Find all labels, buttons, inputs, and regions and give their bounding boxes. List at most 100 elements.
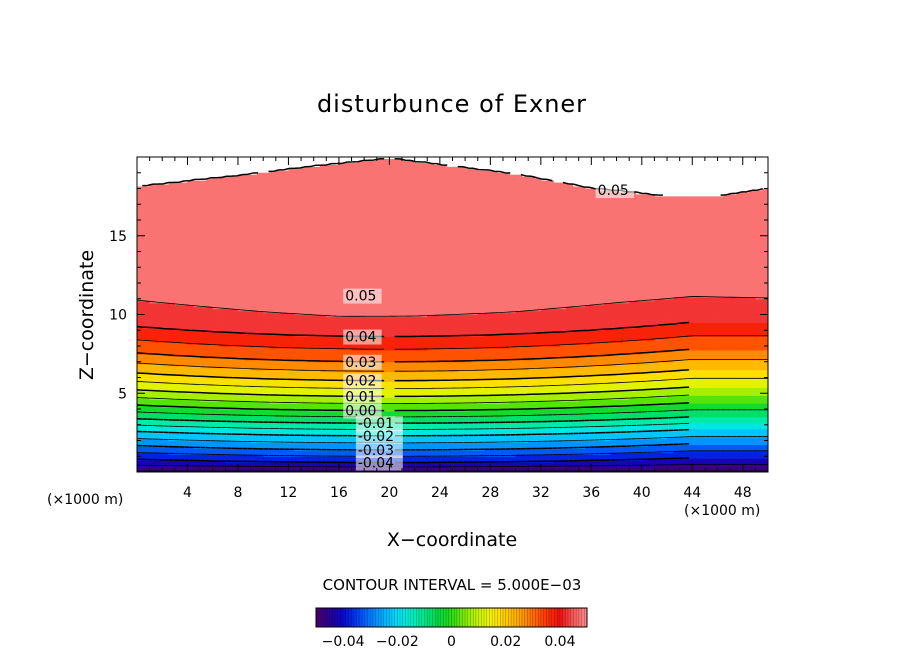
contour-fill-cell [137,306,144,310]
contour-fill-cell [269,275,277,278]
contour-fill-cell [212,438,220,442]
contour-fill-cell [282,204,290,207]
contour-fill-cell [200,438,208,442]
contour-fill-cell [181,383,189,386]
contour-fill-cell [193,381,201,385]
contour-fill-cell [231,464,239,467]
contour-fill-cell [294,344,302,347]
contour-fill-cell [219,410,226,414]
contour-fill-cell [206,202,214,205]
contour-fill-cell [313,292,321,296]
contour-fill-cell [225,334,233,337]
contour-fill-cell [269,434,277,438]
contour-fill-cell [237,412,245,416]
contour-fill-cell [263,190,271,194]
contour-fill-cell [288,190,296,194]
contour-fill-cell [307,328,315,331]
contour-fill-cell [307,225,315,229]
contour-fill-cell [237,251,245,255]
contour-fill-cell [225,310,233,314]
contour-fill-cell [231,365,239,369]
contour-fill-cell [155,440,163,444]
contour-fill-cell [181,186,189,190]
contour-fill-cell [137,466,144,469]
contour-fill-cell [332,347,340,351]
contour-fill-cell [275,306,283,310]
contour-fill-cell [288,184,296,188]
contour-fill-cell [143,243,151,247]
contour-fill-cell [244,397,252,400]
contour-fill-cell [219,180,226,184]
contour-fill-cell [231,424,239,428]
contour-fill-cell [212,279,220,282]
contour-fill-cell [307,235,315,239]
contour-fill-cell [231,456,239,459]
contour-fill-cell [225,379,233,383]
contour-fill-cell [332,304,340,308]
contour-fill-cell [256,391,264,394]
contour-fill-cell [231,265,239,268]
contour-fill-cell [294,316,302,320]
contour-fill-cell [250,277,258,280]
contour-fill-cell [269,351,277,355]
contour-fill-cell [168,316,176,320]
contour-fill-cell [244,188,252,192]
contour-fill-cell [301,237,308,241]
contour-fill-cell [256,375,264,379]
contour-fill-cell [275,373,283,377]
contour-fill-cell [275,320,283,323]
contour-fill-cell [244,359,252,363]
contour-fill-cell [250,196,258,199]
contour-fill-cell [338,225,346,229]
contour-fill-cell [187,192,195,196]
contour-fill-cell [282,253,290,257]
contour-fill-cell [282,397,290,400]
contour-fill-cell [319,407,327,410]
contour-fill-cell [143,403,151,406]
contour-fill-cell [263,424,271,428]
contour-fill-cell [219,391,226,394]
contour-fill-cell [193,409,201,412]
contour-fill-cell [155,306,163,310]
contour-fill-cell [143,344,151,347]
contour-fill-cell [137,369,144,373]
contour-fill-cell [231,349,239,353]
contour-fill-cell [326,223,334,227]
contour-fill-cell [206,308,214,312]
contour-fill-cell [225,261,233,264]
contour-fill-cell [275,288,283,292]
contour-fill-cell [256,407,264,410]
contour-fill-cell [319,351,327,355]
contour-fill-cell [250,438,258,442]
contour-fill-cell [206,304,214,308]
contour-fill-cell [313,377,321,381]
contour-fill-cell [181,399,189,402]
contour-fill-cell [282,322,290,325]
contour-fill-cell [193,363,201,367]
contour-fill-cell [168,320,176,323]
contour-fill-cell [294,340,302,343]
contour-fill-cell [149,208,157,211]
contour-fill-cell [219,269,226,272]
contour-fill-cell [168,300,176,304]
contour-fill-cell [275,310,283,314]
contour-fill-cell [143,399,151,402]
contour-fill-cell [231,188,239,192]
contour-fill-cell [187,302,195,306]
contour-fill-cell [219,255,226,259]
contour-fill-cell [174,393,182,396]
contour-fill-cell [301,422,308,426]
contour-fill-cell [307,312,315,316]
contour-fill-cell [225,237,233,241]
contour-fill-cell [288,178,296,182]
contour-fill-cell [338,414,346,418]
contour-fill-cell [269,409,277,412]
contour-fill-cell [313,265,321,268]
contour-fill-cell [282,184,290,188]
contour-fill-cell [200,332,208,335]
contour-fill-cell [250,436,258,440]
contour-fill-cell [149,440,157,444]
contour-fill-cell [143,452,151,455]
contour-fill-cell [250,371,258,375]
contour-fill-cell [313,355,321,359]
